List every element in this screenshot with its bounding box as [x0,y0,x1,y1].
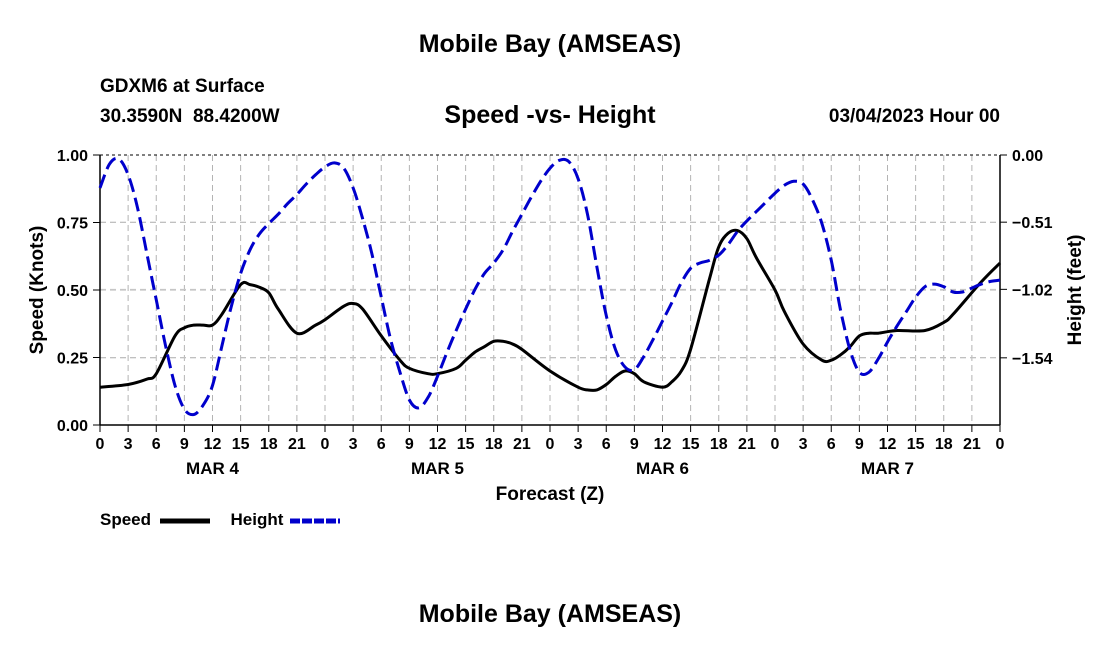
series-line-height [98,156,1001,417]
x-tick-label: 6 [152,436,161,453]
y-tick-label-left: 0.25 [57,351,88,368]
x-tick-label: 3 [799,436,808,453]
x-tick-label: 3 [124,436,133,453]
legend-speed-label: Speed [100,510,152,529]
day-label: MAR 7 [861,459,914,478]
y-tick-label-right: 0.00 [1012,148,1043,165]
date-label: 03/04/2023 Hour 00 [828,106,1000,127]
y-tick-label-left: 0.00 [57,418,88,435]
y-axis-right-label: Height (feet) [1065,235,1086,346]
x-tick-label: 6 [602,436,611,453]
x-tick-label: 15 [232,436,250,453]
second-chart-title: Mobile Bay (AMSEAS) [418,600,682,628]
main-title: Mobile Bay (AMSEAS) [418,30,682,58]
day-label: MAR 4 [186,459,239,478]
y-tick-label-right: −1.02 [1012,282,1053,299]
x-axis-label: Forecast (Z) [496,484,605,505]
y-tick-label-right: −1.54 [1012,351,1053,368]
x-tick-label: 6 [377,436,386,453]
y-tick-label-left: 0.75 [57,216,88,233]
x-tick-label: 9 [180,436,189,453]
x-tick-label: 18 [710,436,728,453]
x-tick-label: 0 [546,436,555,453]
y-tick-label-right: −0.51 [1012,215,1053,232]
x-tick-label: 18 [485,436,503,453]
legend: Speed Height [100,510,344,530]
legend-speed-swatch [159,518,210,524]
x-tick-label: 21 [963,436,981,453]
x-tick-label: 0 [96,436,105,453]
x-tick-label: 0 [321,436,330,453]
series-line-speed [99,228,1002,392]
x-tick-label: 21 [513,436,531,453]
y-tick-label-left: 0.50 [57,283,88,300]
x-tick-label: 12 [204,436,222,453]
y-axis-left-label: Speed (Knots) [27,226,48,355]
station-label: GDXM6 at Surface [100,76,265,97]
x-tick-label: 18 [260,436,278,453]
x-tick-label: 9 [855,436,864,453]
x-tick-label: 15 [457,436,475,453]
legend-height-label: Height [230,510,284,529]
x-tick-label: 12 [654,436,672,453]
coordinates-label: 30.3590N 88.4200W [100,106,280,127]
x-tick-label: 15 [907,436,925,453]
x-tick-label: 15 [682,436,700,453]
x-tick-label: 6 [827,436,836,453]
x-tick-label: 21 [738,436,756,453]
x-tick-label: 12 [429,436,447,453]
legend-height-swatch [290,518,341,524]
x-tick-label: 9 [630,436,639,453]
axis-ticks: 0 3 6 9 12 15 18 21 0 3 6 9 12 15 18 21 0 3 6 9 12 15 18 21 0 3 6 9… [57,148,1053,478]
x-tick-label: 3 [349,436,358,453]
x-tick-label: 18 [935,436,953,453]
x-tick-label: 0 [771,436,780,453]
x-tick-label: 12 [879,436,897,453]
day-label: MAR 5 [411,459,464,478]
day-label: MAR 6 [636,459,689,478]
x-tick-label: 3 [574,436,583,453]
y-tick-label-left: 1.00 [57,148,88,165]
x-tick-label: 21 [288,436,306,453]
x-tick-label: 9 [405,436,414,453]
series-lines [98,156,1002,417]
x-tick-label: 0 [996,436,1005,453]
chart-title: Speed -vs- Height [444,101,656,129]
